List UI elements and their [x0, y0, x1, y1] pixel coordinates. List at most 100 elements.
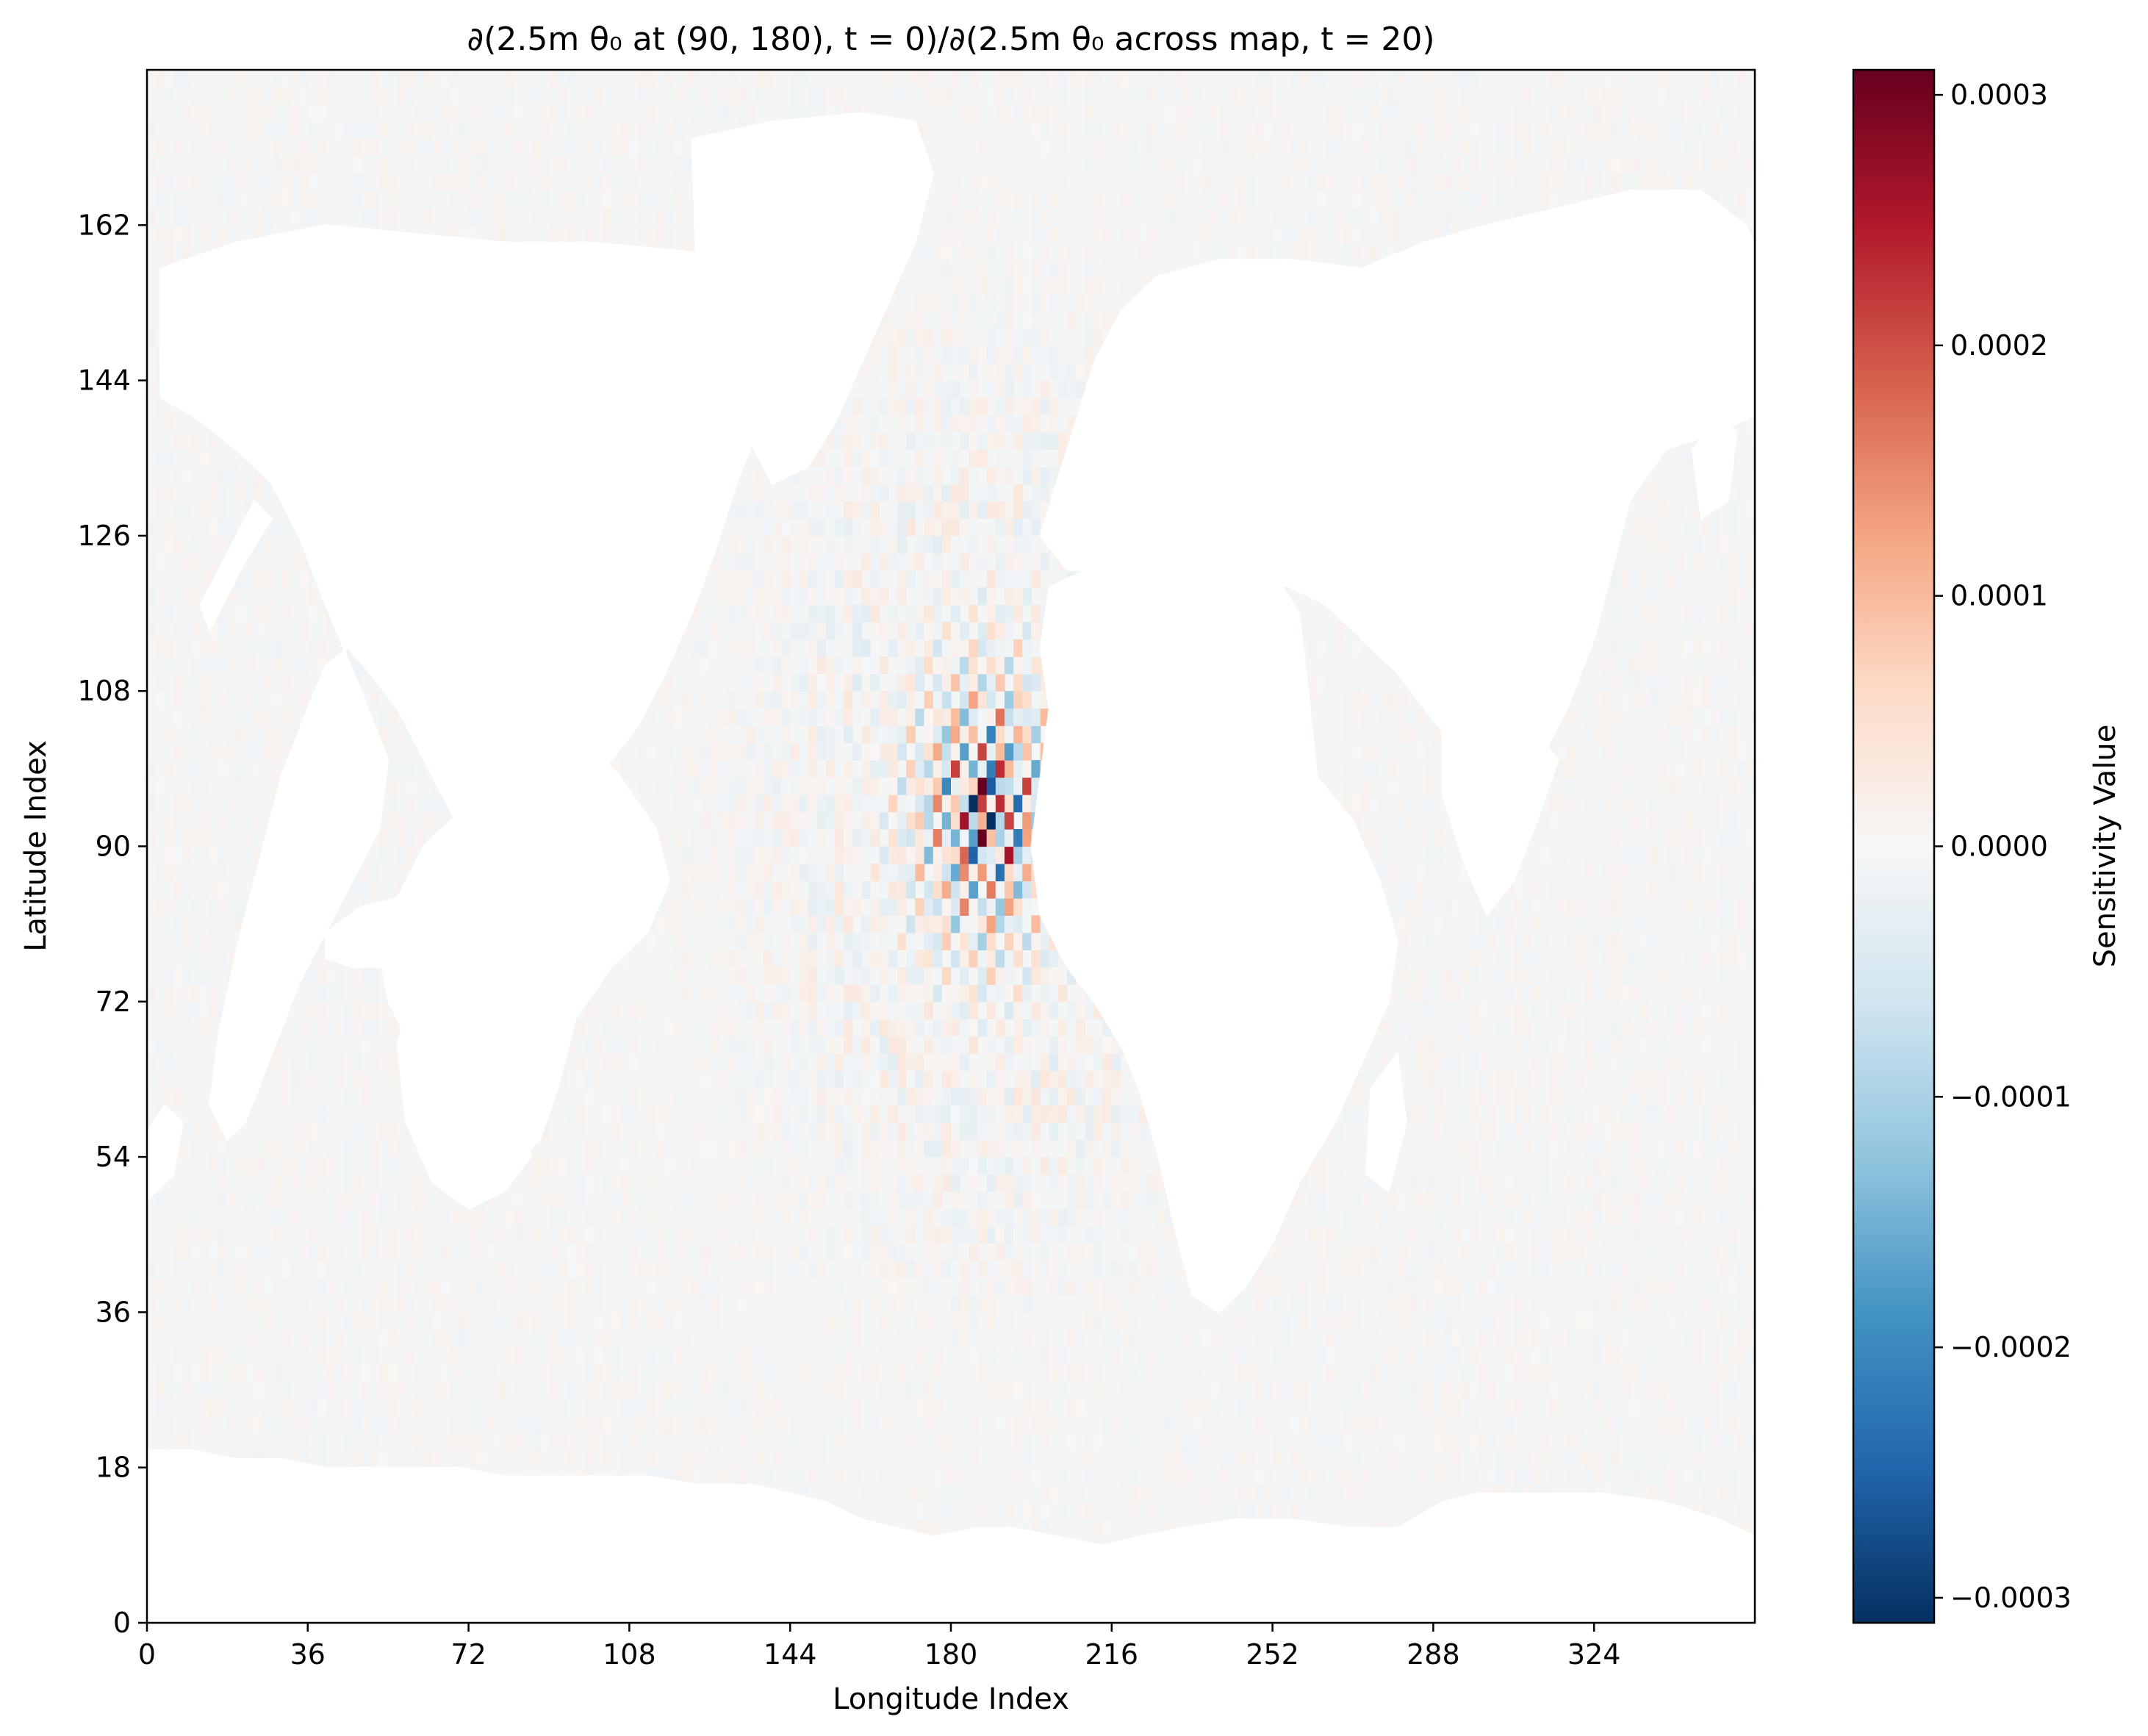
- heatmap-cell: [397, 760, 407, 778]
- heatmap-cell: [692, 1088, 702, 1106]
- heatmap-cell: [790, 864, 800, 882]
- heatmap-cell: [531, 1157, 541, 1175]
- heatmap-cell: [397, 811, 407, 830]
- heatmap-cell: [272, 1226, 281, 1244]
- heatmap-cell: [173, 190, 184, 209]
- heatmap-cell: [397, 1312, 407, 1330]
- heatmap-cell: [593, 1346, 603, 1365]
- heatmap-cell: [844, 708, 853, 726]
- heatmap-cell: [638, 225, 648, 243]
- heatmap-cell: [700, 811, 711, 830]
- heatmap-cell: [370, 121, 380, 140]
- heatmap-cell: [182, 553, 193, 571]
- heatmap-cell: [209, 777, 219, 795]
- heatmap-cell: [191, 760, 201, 778]
- heatmap-cell: [245, 1363, 255, 1382]
- heatmap-cell: [182, 880, 193, 899]
- heatmap-cell: [165, 225, 175, 243]
- heatmap-cell: [200, 467, 210, 485]
- heatmap-cell: [254, 173, 264, 191]
- heatmap-cell: [361, 1208, 371, 1227]
- heatmap-cell: [611, 1036, 621, 1054]
- heatmap-cell: [790, 70, 800, 88]
- heatmap-cell: [790, 622, 800, 640]
- heatmap-cell: [870, 1416, 880, 1434]
- heatmap-cell: [200, 673, 210, 692]
- heatmap-cell: [754, 70, 764, 88]
- heatmap-cell: [692, 760, 702, 778]
- heatmap-cell: [182, 1243, 193, 1261]
- heatmap-cell: [736, 1398, 747, 1416]
- heatmap-cell: [290, 1088, 300, 1106]
- heatmap-cell: [442, 1260, 451, 1279]
- heatmap-cell: [745, 1139, 755, 1158]
- heatmap-cell: [763, 880, 773, 899]
- heatmap-cell: [486, 225, 496, 243]
- heatmap-cell: [700, 1105, 711, 1123]
- heatmap-cell: [835, 673, 844, 692]
- heatmap-cell: [298, 1398, 309, 1416]
- heatmap-cell: [209, 104, 219, 123]
- heatmap-cell: [218, 1294, 228, 1313]
- heatmap-cell: [450, 70, 461, 88]
- heatmap-cell: [808, 897, 818, 916]
- heatmap-cell: [504, 1346, 514, 1365]
- heatmap-cell: [629, 1294, 639, 1313]
- heatmap-cell: [218, 1139, 228, 1158]
- heatmap-cell: [504, 1450, 514, 1468]
- heatmap-cell: [218, 897, 228, 916]
- heatmap-cell: [728, 846, 737, 864]
- heatmap-cell: [835, 864, 844, 882]
- heatmap-cell: [692, 777, 702, 795]
- heatmap-cell: [191, 1398, 201, 1416]
- heatmap-cell: [165, 1381, 175, 1399]
- heatmap-cell: [700, 1416, 711, 1434]
- heatmap-cell: [763, 1174, 773, 1192]
- heatmap-cell: [781, 984, 791, 1002]
- heatmap-cell: [343, 1226, 353, 1244]
- heatmap-cell: [647, 1088, 657, 1106]
- heatmap-cell: [281, 1036, 291, 1054]
- heatmap-cell: [326, 1174, 335, 1192]
- heatmap-cell: [379, 121, 389, 140]
- heatmap-cell: [709, 1363, 719, 1382]
- heatmap-cell: [343, 1019, 353, 1037]
- heatmap-cell: [772, 535, 782, 553]
- heatmap-cell: [459, 1432, 470, 1451]
- heatmap-cell: [317, 207, 326, 226]
- heatmap-cell: [442, 87, 451, 105]
- heatmap-cell: [852, 829, 863, 847]
- heatmap-cell: [683, 1398, 693, 1416]
- heatmap-cell: [433, 1191, 442, 1210]
- heatmap-cell: [692, 708, 702, 726]
- heatmap-cell: [736, 846, 747, 864]
- heatmap-cell: [692, 1329, 702, 1347]
- heatmap-cell: [736, 1432, 747, 1451]
- heatmap-cell: [361, 1243, 371, 1261]
- heatmap-cell: [317, 1243, 326, 1261]
- heatmap-cell: [709, 1416, 719, 1434]
- heatmap-cell: [272, 138, 281, 157]
- heatmap-cell: [763, 846, 773, 864]
- heatmap-cell: [156, 225, 165, 243]
- heatmap-cell: [245, 829, 255, 847]
- heatmap-cell: [173, 1243, 184, 1261]
- heatmap-cell: [334, 1294, 345, 1313]
- heatmap-cell: [790, 915, 800, 933]
- heatmap-cell: [272, 501, 281, 519]
- heatmap-cell: [852, 518, 863, 537]
- heatmap-cell: [165, 656, 175, 675]
- heatmap-cell: [844, 1191, 853, 1210]
- heatmap-cell: [674, 984, 683, 1002]
- heatmap-cell: [182, 829, 193, 847]
- heatmap-cell: [638, 1294, 648, 1313]
- heatmap-cell: [692, 829, 702, 847]
- heatmap-cell: [844, 604, 853, 623]
- heatmap-cell: [388, 1416, 398, 1434]
- heatmap-cell: [558, 225, 567, 243]
- heatmap-cell: [825, 1432, 836, 1451]
- heatmap-cell: [844, 897, 853, 916]
- heatmap-cell: [352, 1001, 362, 1019]
- heatmap-cell: [835, 1105, 844, 1123]
- heatmap-cell: [736, 104, 747, 123]
